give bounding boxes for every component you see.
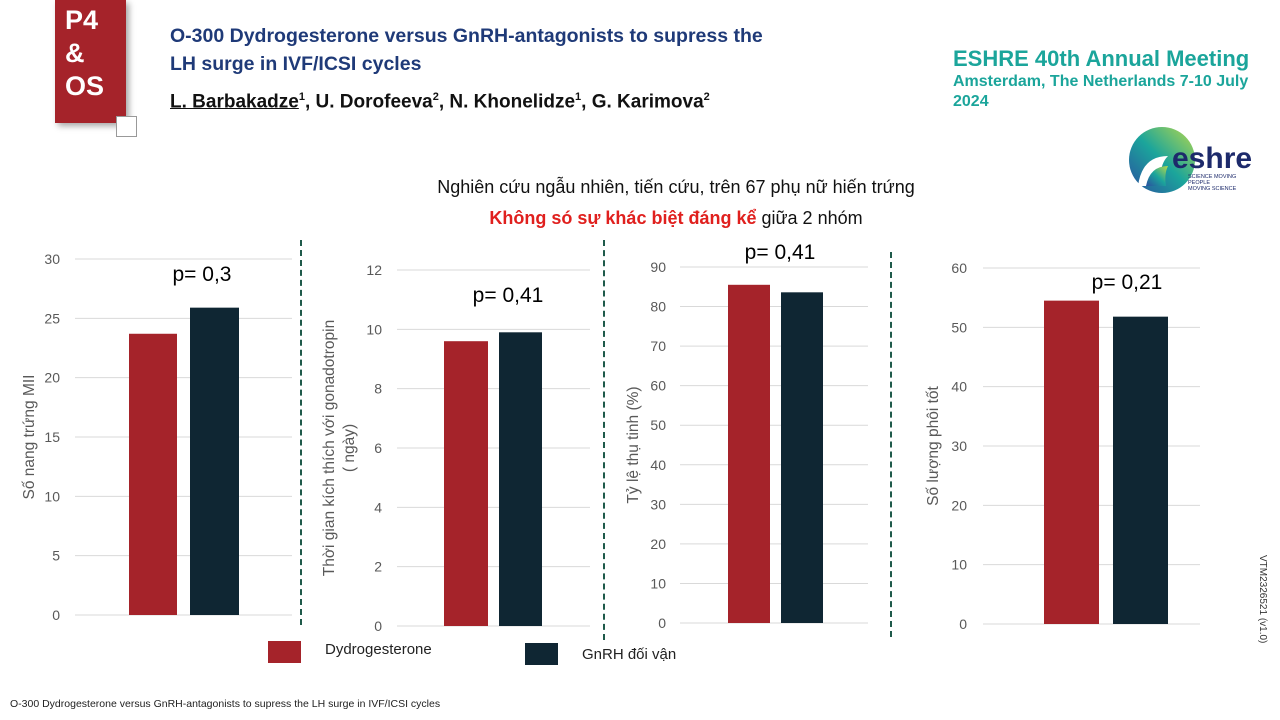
bar-gnrh xyxy=(1113,316,1168,624)
chart-divider xyxy=(890,252,892,637)
author-affiliation: 2 xyxy=(432,91,439,103)
title-line: O-300 Dydrogesterone versus GnRH-antagon… xyxy=(170,25,763,47)
badge-line: & xyxy=(65,38,85,68)
significance-rest: giữa 2 nhóm xyxy=(756,208,863,228)
significance-note: Không só sự khác biệt đáng kể giữa 2 nhó… xyxy=(300,208,1052,229)
session-badge: P4 & OS xyxy=(55,0,126,123)
svg-text:eshre: eshre xyxy=(1172,142,1252,175)
abstract-title: O-300 Dydrogesterone versus GnRH-antagon… xyxy=(170,22,763,78)
y-tick-label: 20 xyxy=(44,370,60,386)
conference-info: ESHRE 40th Annual Meeting Amsterdam, The… xyxy=(953,46,1280,112)
eshre-logo: eshre SCIENCE MOVING PEOPLE MOVING SCIEN… xyxy=(1129,127,1252,193)
y-tick-label: 4 xyxy=(374,499,382,515)
y-tick-label: 10 xyxy=(366,321,382,337)
y-tick-label: 8 xyxy=(374,381,382,397)
y-tick-label: 0 xyxy=(658,615,666,631)
author-name: L. Barbakadze xyxy=(170,91,299,113)
y-tick-label: 15 xyxy=(44,429,60,445)
y-tick-label: 30 xyxy=(951,438,967,454)
y-tick-label: 0 xyxy=(52,607,60,623)
significance-highlight: Không só sự khác biệt đáng kể xyxy=(489,208,757,228)
author-affiliation: 2 xyxy=(703,91,710,103)
y-tick-label: 30 xyxy=(44,251,60,267)
y-tick-label: 70 xyxy=(650,338,666,354)
svg-text:SCIENCE MOVING: SCIENCE MOVING xyxy=(1188,174,1236,180)
y-tick-label: 10 xyxy=(951,557,967,573)
y-tick-label: 50 xyxy=(650,417,666,433)
svg-text:MOVING SCIENCE: MOVING SCIENCE xyxy=(1188,186,1237,192)
y-tick-label: 10 xyxy=(44,488,60,504)
y-tick-label: 30 xyxy=(650,496,666,512)
svg-text:PEOPLE: PEOPLE xyxy=(1188,180,1210,186)
bar-gnrh xyxy=(499,332,542,626)
author-name: G. Karimova xyxy=(591,91,704,113)
legend-swatch-dydrogesterone xyxy=(268,641,301,663)
y-tick-label: 10 xyxy=(650,575,666,591)
y-tick-label: 12 xyxy=(366,262,382,278)
badge-line: OS xyxy=(65,71,105,101)
y-tick-label: 5 xyxy=(52,548,60,564)
chart-divider xyxy=(603,240,605,640)
badge-line: P4 xyxy=(65,5,99,35)
bar-dydrogesterone xyxy=(444,341,488,626)
y-tick-label: 50 xyxy=(951,319,967,335)
footer-caption: O-300 Dydrogesterone versus GnRH-antagon… xyxy=(10,698,441,710)
chart-divider xyxy=(300,240,302,625)
author-name: U. Dorofeeva xyxy=(315,91,433,113)
y-tick-label: 90 xyxy=(650,259,666,275)
author-affiliation: 1 xyxy=(575,91,582,103)
y-tick-label: 20 xyxy=(650,536,666,552)
conference-name: ESHRE 40th Annual Meeting xyxy=(953,46,1250,71)
author-name: N. Khonelidze xyxy=(449,91,576,113)
y-axis-label: Thời gian kích thích với gonadotropin xyxy=(321,320,338,576)
y-tick-label: 6 xyxy=(374,440,382,456)
y-tick-label: 0 xyxy=(374,618,382,634)
y-tick-label: 25 xyxy=(44,310,60,326)
legend-label: Dydrogesterone xyxy=(325,641,432,658)
p-value-annotation: p= 0,21 xyxy=(1092,271,1163,294)
y-tick-label: 2 xyxy=(374,559,382,575)
version-code: VTM2326521 (v1.0) xyxy=(1257,555,1268,644)
bar-dydrogesterone xyxy=(129,333,177,615)
author-affiliation: 1 xyxy=(298,91,305,103)
y-tick-label: 20 xyxy=(951,497,967,513)
study-description: Nghiên cứu ngẫu nhiên, tiến cứu, trên 67… xyxy=(437,177,915,197)
y-tick-label: 40 xyxy=(951,379,967,395)
legend-label: GnRH đối vận xyxy=(582,646,677,663)
bar-gnrh xyxy=(190,307,239,615)
y-tick-label: 60 xyxy=(650,378,666,394)
y-tick-label: 60 xyxy=(951,260,967,276)
badge-corner-box xyxy=(116,116,137,137)
y-tick-label: 80 xyxy=(650,299,666,315)
p-value-annotation: p= 0,3 xyxy=(173,263,232,286)
y-tick-label: 40 xyxy=(650,457,666,473)
p-value-annotation: p= 0,41 xyxy=(745,241,816,264)
authors: L. Barbakadze1, U. Dorofeeva2, N. Khonel… xyxy=(170,91,710,113)
y-axis-label: Số nang trứng MII xyxy=(21,375,38,500)
y-axis-label: Tỷ lệ thụ tinh (%) xyxy=(625,386,642,503)
bar-dydrogesterone xyxy=(728,284,770,623)
bar-dydrogesterone xyxy=(1044,300,1099,624)
conference-location: Amsterdam, The Netherlands 7-10 July 202… xyxy=(953,73,1249,110)
legend-swatch-gnrh xyxy=(525,643,558,665)
y-tick-label: 0 xyxy=(959,616,967,632)
y-axis-label: ( ngày) xyxy=(341,424,358,472)
p-value-annotation: p= 0,41 xyxy=(473,284,544,307)
bar-gnrh xyxy=(781,292,823,623)
y-axis-label: Số lượng phôi tốt xyxy=(925,385,942,505)
title-line: LH surge in IVF/ICSI cycles xyxy=(170,53,422,75)
